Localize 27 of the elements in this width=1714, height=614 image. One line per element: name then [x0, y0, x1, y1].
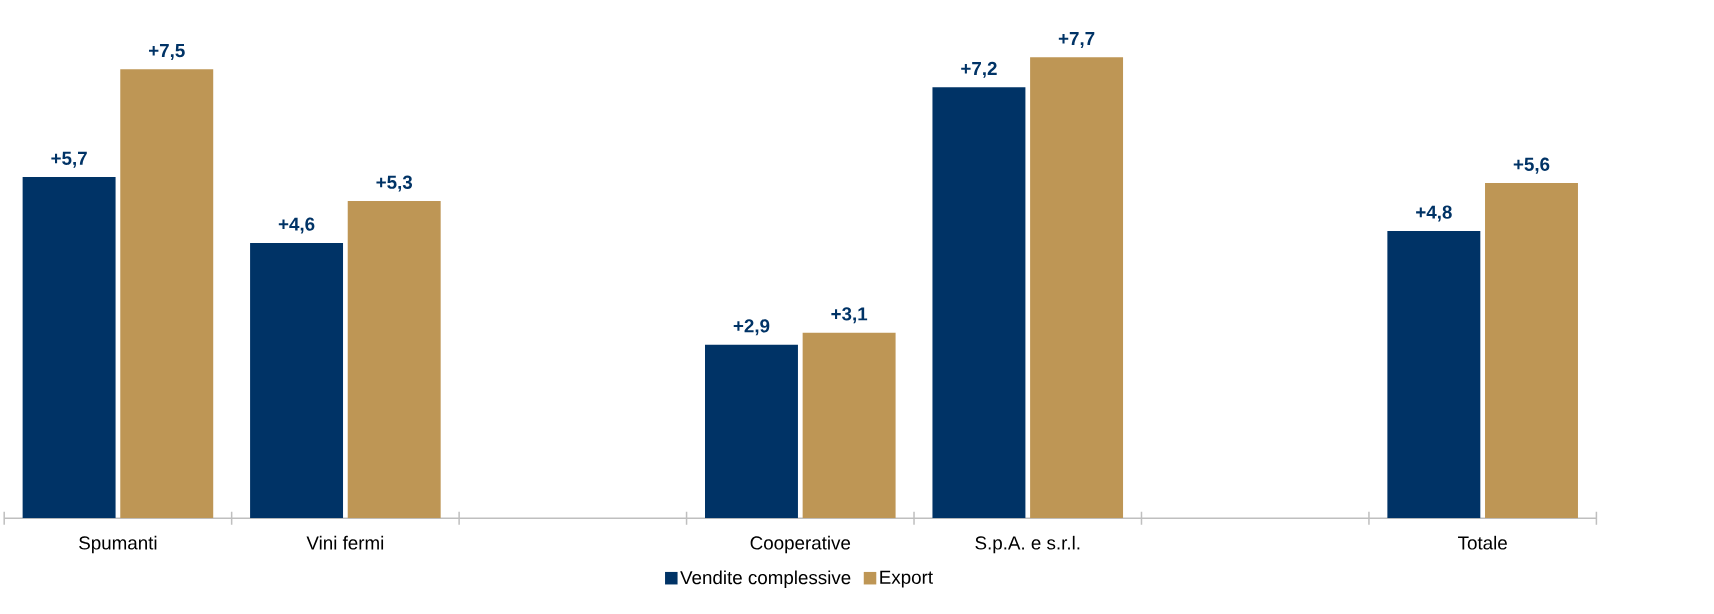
bar — [1387, 230, 1481, 519]
bar — [347, 201, 441, 519]
data-label: +4,6 — [278, 217, 315, 234]
x-tick-label: Spumanti — [79, 535, 157, 554]
bar — [1030, 57, 1124, 519]
data-label: +5,3 — [376, 175, 413, 192]
bar — [22, 177, 116, 519]
data-label: +2,9 — [733, 319, 770, 336]
bar — [802, 332, 896, 519]
data-label: +3,1 — [831, 307, 868, 324]
data-label: +4,8 — [1416, 205, 1452, 222]
data-label: +7,2 — [961, 61, 997, 78]
data-label: +7,7 — [1058, 32, 1095, 48]
x-tick-label: Totale — [1458, 535, 1507, 550]
x-tick-label: S.p.A. e s.r.l. — [975, 535, 1080, 554]
bar — [250, 242, 344, 519]
data-label: +5,6 — [1513, 157, 1550, 174]
x-tick-label: Cooperative — [750, 535, 851, 554]
bar — [120, 69, 214, 519]
bar — [705, 344, 798, 519]
bar — [932, 87, 1026, 519]
legend-label: Export — [880, 570, 933, 588]
data-label: +7,5 — [148, 44, 185, 60]
legend-label: Vendite complessive — [680, 570, 851, 588]
bar — [1485, 183, 1578, 519]
x-tick-label: Vini fermi — [306, 535, 384, 550]
data-label: +5,7 — [51, 151, 87, 168]
